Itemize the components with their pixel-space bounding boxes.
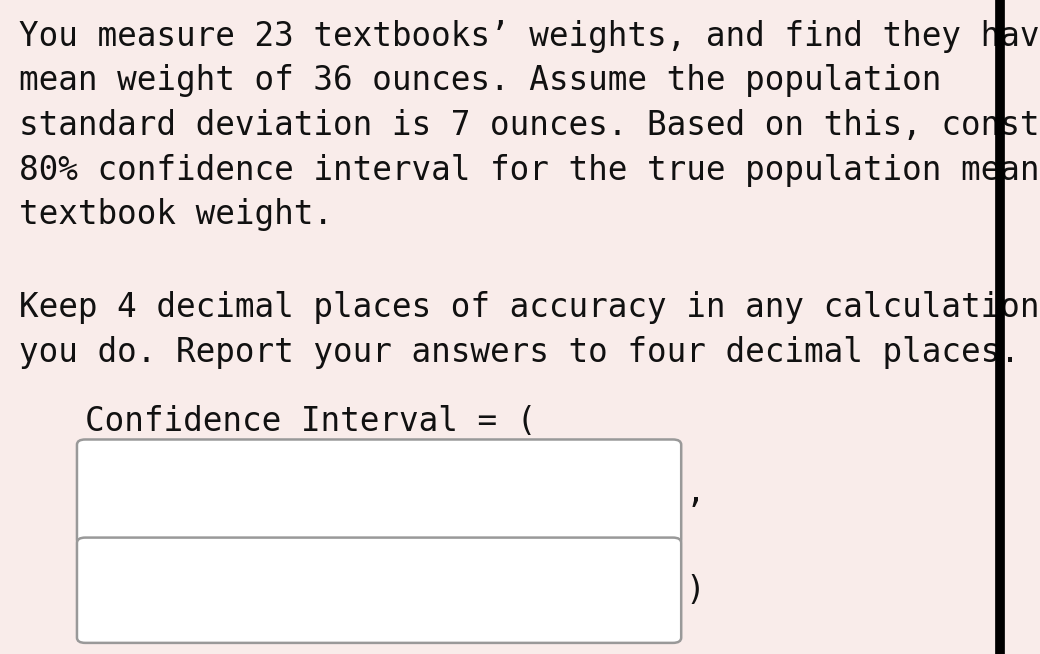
Text: ,: , bbox=[685, 475, 705, 509]
Text: You measure 23 textbooks’ weights, and find they have a
mean weight of 36 ounces: You measure 23 textbooks’ weights, and f… bbox=[19, 20, 1040, 232]
Text: Confidence Interval = (: Confidence Interval = ( bbox=[85, 405, 537, 438]
Text: ): ) bbox=[685, 574, 705, 607]
Text: Keep 4 decimal places of accuracy in any calculations
you do. Report your answer: Keep 4 decimal places of accuracy in any… bbox=[19, 291, 1040, 369]
